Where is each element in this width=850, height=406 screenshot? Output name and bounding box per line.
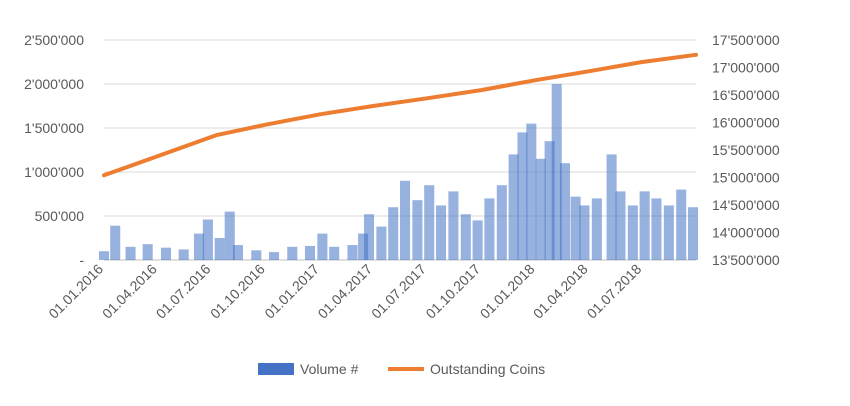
volume-bar (304, 245, 316, 260)
volume-bar (376, 226, 387, 260)
volume-bar (579, 205, 590, 260)
volume-bar (551, 84, 562, 260)
legend-swatch-volume (258, 363, 294, 375)
volume-bar (535, 158, 546, 260)
volume-bar (412, 200, 423, 260)
x-tick-label: 01.01.2017 (261, 261, 322, 322)
volume-bar (125, 246, 136, 260)
x-tick-label: 01.01.2016 (45, 261, 106, 322)
volume-bar (329, 246, 340, 260)
x-tick-label: 01.04.2016 (99, 261, 160, 322)
left-tick-label: 2'500'000 (24, 32, 84, 48)
volume-bar (214, 238, 225, 260)
right-tick-label: 16'500'000 (712, 87, 780, 103)
volume-bar (517, 132, 528, 260)
volume-bar (526, 123, 537, 260)
legend-label-volume: Volume # (300, 361, 359, 377)
x-axis: 01.01.201601.04.201601.07.201601.10.2016… (45, 261, 644, 322)
x-tick-label: 01.10.2017 (422, 261, 483, 322)
x-tick-label: 01.10.2016 (207, 261, 268, 322)
right-tick-label: 15'500'000 (712, 142, 780, 158)
volume-bar (110, 225, 121, 260)
volume-bar (472, 220, 483, 260)
legend-label-outstanding-coins: Outstanding Coins (430, 361, 545, 377)
right-tick-label: 17'000'000 (712, 60, 780, 76)
volume-bar (591, 198, 602, 260)
volume-bar (606, 154, 617, 260)
volume-bar (651, 198, 662, 260)
x-tick-label: 01.04.2018 (530, 261, 591, 322)
volume-bar (496, 185, 507, 260)
volume-bar (202, 219, 213, 260)
outstanding-coins-line (102, 52, 698, 178)
volume-bar (347, 245, 358, 260)
volume-bar (663, 205, 674, 260)
left-tick-label: - (79, 252, 84, 268)
volume-bar (484, 198, 495, 260)
volume-bar (435, 205, 447, 260)
x-tick-label: 01.07.2018 (584, 261, 645, 322)
right-tick-label: 14'500'000 (712, 197, 780, 213)
volume-bar (160, 247, 172, 260)
volume-bar (688, 207, 699, 260)
volume-bar (193, 233, 205, 260)
volume-bar (363, 214, 375, 260)
volume-bar (448, 191, 459, 260)
volume-bar (615, 191, 626, 260)
volume-bar (399, 180, 411, 260)
volume-bar (178, 249, 189, 260)
right-axis: 13'500'000 14'000'000 14'500'000 15'000'000… (712, 32, 780, 268)
left-tick-label: 500'000 (35, 208, 85, 224)
left-axis: - 500'000 1'000'000 1'500'000 2'000'000 2'500… (24, 32, 84, 268)
volume-bar (268, 252, 280, 260)
volume-bar (358, 233, 369, 260)
volume-bar (388, 207, 399, 260)
right-tick-label: 16'000'000 (712, 115, 780, 131)
volume-bar (287, 246, 298, 260)
volume-bar (98, 251, 110, 260)
volume-bar (317, 233, 328, 260)
volume-bar (232, 245, 244, 260)
volume-bar (508, 154, 519, 260)
left-tick-label: 1'500'000 (24, 120, 84, 136)
right-tick-label: 17'500'000 (712, 32, 780, 48)
volume-bar (224, 211, 235, 260)
legend: Volume # Outstanding Coins (258, 361, 545, 377)
volume-bar (544, 141, 555, 260)
volume-bar (639, 191, 650, 260)
volume-bar (676, 189, 687, 260)
volume-bar (424, 185, 435, 260)
x-tick-label: 01.07.2017 (368, 261, 429, 322)
x-tick-label: 01.04.2017 (314, 261, 375, 322)
volume-bar (627, 205, 638, 260)
right-tick-label: 15'000'000 (712, 170, 780, 186)
x-tick-label: 01.07.2016 (153, 261, 214, 322)
volume-bar (251, 250, 262, 260)
volume-bar (559, 163, 571, 260)
left-tick-label: 1'000'000 (24, 164, 84, 180)
volume-bar (460, 214, 471, 260)
outstanding-coins-path (102, 52, 698, 178)
x-tick-label: 01.01.2018 (477, 261, 538, 322)
right-tick-label: 14'000'000 (712, 225, 780, 241)
right-tick-label: 13'500'000 (712, 252, 780, 268)
volume-bar (570, 196, 581, 260)
volume-bar (142, 244, 153, 260)
left-tick-label: 2'000'000 (24, 76, 84, 92)
volume-bars (98, 84, 699, 260)
